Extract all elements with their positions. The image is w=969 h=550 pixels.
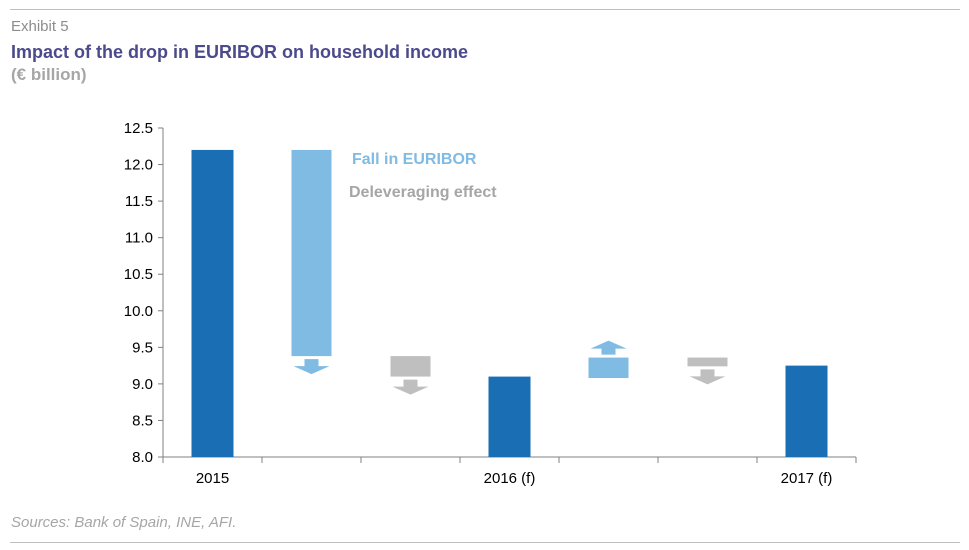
source-note: Sources: Bank of Spain, INE, AFI. [11, 514, 237, 531]
total-bar [488, 376, 531, 457]
y-axis: 8.0 8.5 9.0 9.5 10.0 10.5 11.0 11.5 12.0 12.5 [124, 120, 164, 466]
y-tick-label: 9.0 [132, 376, 153, 393]
y-tick-label: 11.5 [125, 193, 153, 210]
legend-label: Deleveraging effect [349, 184, 497, 201]
x-tick-label: 2015 [196, 470, 229, 487]
x-tick-label: 2016 (f) [484, 470, 536, 487]
exhibit-label: Exhibit 5 [11, 18, 69, 35]
y-tick-label: 10.0 [124, 303, 153, 320]
euribor-down-arrow-icon [293, 359, 330, 375]
y-tick-label: 12.0 [124, 157, 153, 174]
x-tick-label: 2017 (f) [781, 470, 833, 487]
x-axis: 2015 2016 (f) 2017 (f) [162, 456, 857, 487]
y-tick-label: 11.0 [125, 230, 153, 247]
deleveraging-bar [687, 357, 728, 367]
top-rule [10, 9, 960, 10]
y-tick-label: 8.0 [132, 449, 153, 466]
chart-title: Impact of the drop in EURIBOR on househo… [11, 42, 469, 62]
legend: Fall in EURIBOR Deleveraging effect [349, 151, 497, 201]
euribor-up-arrow-icon [590, 340, 627, 355]
total-bar [191, 149, 234, 457]
y-tick-label: 9.5 [132, 339, 153, 356]
y-tick-label: 8.5 [132, 412, 153, 429]
bars [191, 149, 828, 457]
bottom-rule [10, 542, 960, 543]
deleveraging-bar [390, 356, 431, 377]
y-tick-label: 12.5 [124, 120, 153, 137]
total-bar [785, 365, 828, 457]
legend-label: Fall in EURIBOR [352, 151, 477, 168]
y-tick-label: 10.5 [124, 266, 153, 283]
chart-subtitle: (€ billion) [11, 65, 87, 84]
deleveraging-down-arrow-icon [689, 369, 726, 385]
deleveraging-down-arrow-icon [392, 379, 429, 395]
euribor-bar [291, 149, 332, 357]
euribor-bar [588, 357, 629, 379]
